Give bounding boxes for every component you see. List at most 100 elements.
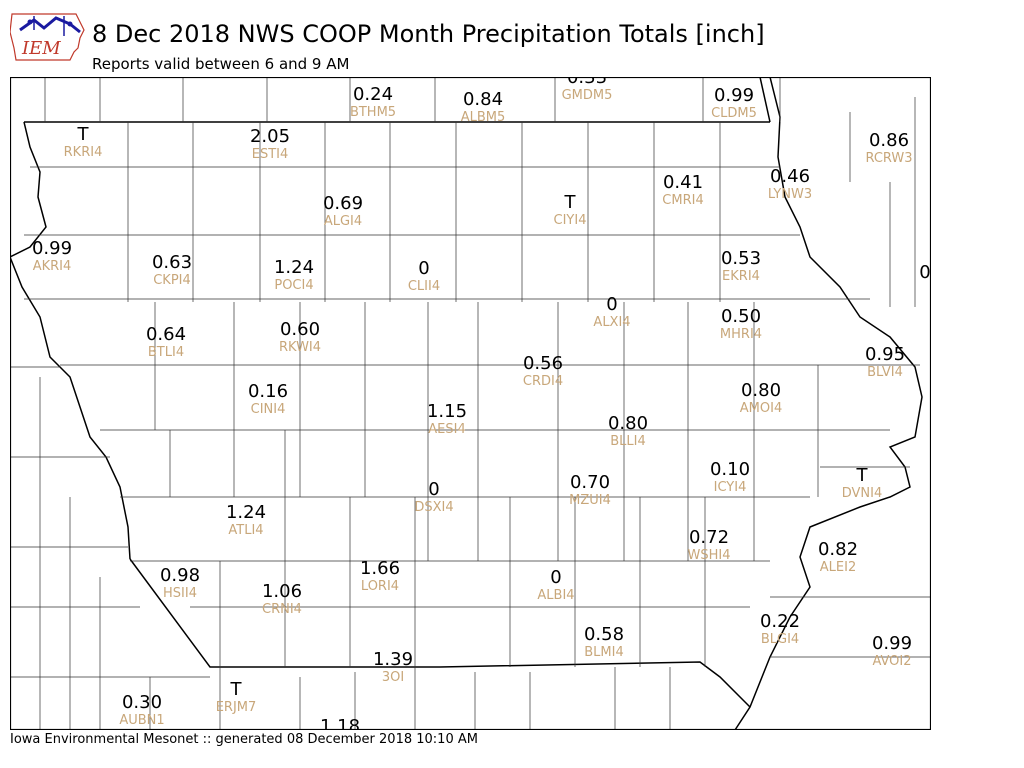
station-id: CRDI4 [523, 374, 563, 389]
station-id: RKWI4 [279, 340, 321, 355]
county-lines [10, 77, 931, 730]
station-id: MZUI4 [569, 493, 611, 508]
precip-value: 0.50 [721, 306, 761, 327]
precip-value: 1.06 [262, 581, 302, 602]
precip-value: 0.46 [770, 166, 810, 187]
precip-value: 0.64 [146, 324, 186, 345]
station-id: BLMI4 [584, 645, 623, 660]
precip-value: 1.15 [427, 401, 467, 422]
precip-value: T [856, 465, 869, 486]
precip-value: 0.58 [584, 624, 624, 645]
station-id: BTHM5 [350, 105, 396, 120]
precip-value: 0.41 [663, 172, 703, 193]
station-id: RKRI4 [64, 145, 103, 160]
station-id: CIYI4 [554, 213, 587, 228]
station-id: ICYI4 [714, 480, 747, 495]
station-id: WSHI4 [688, 548, 731, 563]
station-id: CINI4 [251, 402, 286, 417]
state-borders [10, 77, 923, 730]
precip-value: 0.86 [869, 130, 909, 151]
map-title: 8 Dec 2018 NWS COOP Month Precipitation … [92, 20, 765, 48]
precip-value: 0 [550, 567, 561, 588]
map-frame [10, 77, 931, 730]
station-id: AUBN1 [119, 713, 164, 728]
precip-value: 0 [428, 479, 439, 500]
precip-value: 0.33 [567, 77, 607, 88]
station-id: BLLI4 [610, 434, 646, 449]
station-id: AMOI4 [740, 401, 782, 416]
station-id: ALBM5 [461, 110, 506, 125]
station-id: BLGI4 [761, 632, 799, 647]
precip-value: 0.99 [714, 85, 754, 106]
station-id: ERJM7 [216, 700, 257, 715]
station-id: GMDM5 [562, 88, 613, 103]
precip-value: 0.56 [523, 353, 563, 374]
station-id: MHRI4 [720, 327, 762, 342]
station-id: CKPI4 [153, 273, 191, 288]
precip-value: 0 [418, 258, 429, 279]
station-id: CLII4 [408, 279, 440, 294]
footer-credit: Iowa Environmental Mesonet :: generated … [10, 732, 478, 747]
precip-value: 0.99 [32, 238, 72, 259]
precip-value: 0.16 [248, 381, 288, 402]
station-id: ALGI4 [324, 214, 362, 229]
precip-value: 1.24 [226, 502, 266, 523]
precip-value: 0.84 [463, 89, 503, 110]
precip-value: 0.72 [689, 527, 729, 548]
precip-value: 0.80 [608, 413, 648, 434]
station-id: EKRI4 [722, 269, 760, 284]
station-id: AVOI2 [872, 654, 911, 669]
precipitation-map[interactable]: 0.24 BTHM5 0.84 ALBM5 0.33 GMDM5 0.99 CLDM5 T RKR… [10, 77, 931, 730]
precip-value: 0 [606, 294, 617, 315]
precip-value: 0.63 [152, 252, 192, 273]
precip-value: 0.30 [122, 692, 162, 713]
precip-value: 1.24 [274, 257, 314, 278]
station-id: CMRI4 [662, 193, 703, 208]
station-id: ALXI4 [593, 315, 630, 330]
iem-logo: IEM [9, 8, 86, 66]
precip-value: 0.53 [721, 248, 761, 269]
map-subtitle: Reports valid between 6 and 9 AM [92, 55, 350, 73]
precip-value: 0.99 [872, 633, 912, 654]
precip-value: 1.66 [360, 558, 400, 579]
precip-value: 0.24 [353, 84, 393, 105]
station-id: DVNI4 [842, 486, 883, 501]
logo-text: IEM [21, 38, 61, 59]
station-marker: 0 [919, 262, 930, 283]
station-id: ALEI2 [820, 560, 856, 575]
